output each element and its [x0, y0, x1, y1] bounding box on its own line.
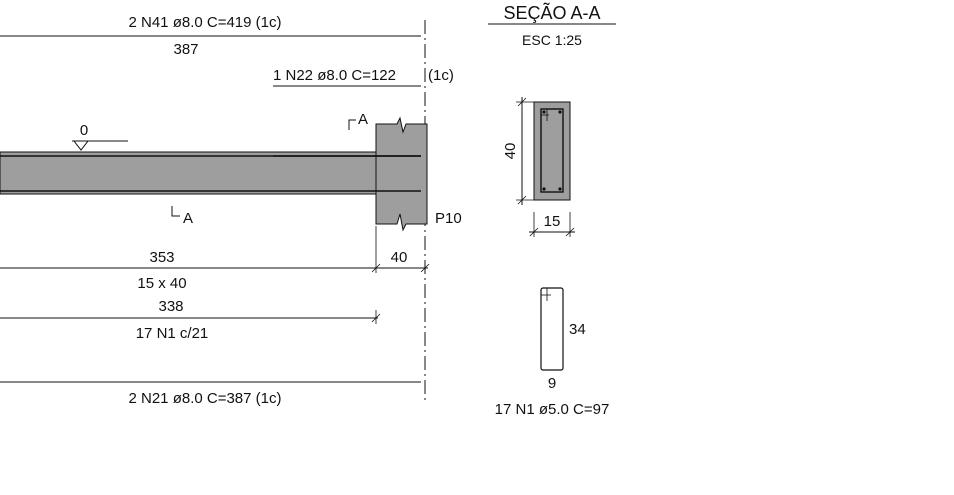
cut-mark-top-icon	[348, 119, 356, 130]
extra-top-bar-callout: 1 N22 ø8.0 C=122 (1c)	[273, 67, 454, 87]
beam-elevation	[0, 116, 428, 232]
section-a-a: SEÇÃO A-A ESC 1:25 40 15	[488, 2, 616, 237]
extra-top-bar-layer: (1c)	[428, 67, 454, 84]
pillar-label: P10	[435, 210, 462, 227]
section-size-value: 15 x 40	[137, 275, 186, 292]
section-rebar-br	[558, 187, 562, 191]
section-height-tick-top	[517, 97, 527, 107]
span-dimension: 353 40 15 x 40	[0, 226, 430, 292]
bottom-bar-callout: 2 N21 ø8.0 C=387 (1c)	[0, 381, 421, 407]
section-height-tick-bottom	[517, 195, 527, 205]
section-rebar-tr	[558, 110, 562, 114]
level-value: 0	[80, 122, 88, 139]
beam-body	[0, 151, 377, 195]
section-rebar-bl	[542, 187, 546, 191]
cut-mark-bottom-label: A	[183, 210, 193, 227]
extra-top-bar-label: 1 N22 ø8.0 C=122	[273, 67, 396, 84]
section-width-tick-left	[529, 227, 539, 237]
stirrup-run-tick	[371, 313, 381, 323]
section-concrete	[533, 101, 571, 201]
stirrup-spacing-label: 17 N1 c/21	[136, 325, 209, 342]
top-bar-length: 387	[173, 41, 198, 58]
pillar-stub	[375, 116, 428, 232]
level-marker: 0	[72, 122, 128, 151]
stirrup-shape-outline	[540, 287, 564, 371]
section-width-value: 15	[544, 213, 561, 230]
top-bar-label: 2 N41 ø8.0 C=419 (1c)	[129, 14, 282, 31]
stirrup-shape-height: 34	[569, 321, 586, 338]
top-bar-callout: 2 N41 ø8.0 C=419 (1c) 387	[0, 14, 421, 58]
span-tick-1	[371, 263, 381, 273]
cut-mark-top-label: A	[358, 111, 368, 128]
stirrup-run: 338 17 N1 c/21	[0, 298, 381, 342]
bottom-bar-label: 2 N21 ø8.0 C=387 (1c)	[129, 390, 282, 407]
level-triangle-icon	[72, 140, 90, 151]
span-tick-2	[420, 263, 430, 273]
support-width-value: 40	[391, 249, 408, 266]
stirrup-schedule-label: 17 N1 ø5.0 C=97	[495, 401, 610, 418]
section-height-value: 40	[502, 143, 519, 160]
section-rebar-tl	[542, 110, 546, 114]
cut-mark-top: A	[348, 111, 368, 130]
span-value: 353	[149, 249, 174, 266]
stirrup-shape: 34 9 17 N1 ø5.0 C=97	[495, 287, 610, 418]
stirrup-run-length: 338	[158, 298, 183, 315]
section-stirrup	[540, 108, 564, 193]
section-scale: ESC 1:25	[522, 32, 582, 48]
section-title: SEÇÃO A-A	[503, 2, 600, 23]
section-width-tick-right	[565, 227, 575, 237]
stirrup-shape-width: 9	[548, 375, 556, 392]
cut-mark-bottom-icon	[171, 206, 180, 217]
cut-mark-bottom: A	[171, 206, 193, 227]
